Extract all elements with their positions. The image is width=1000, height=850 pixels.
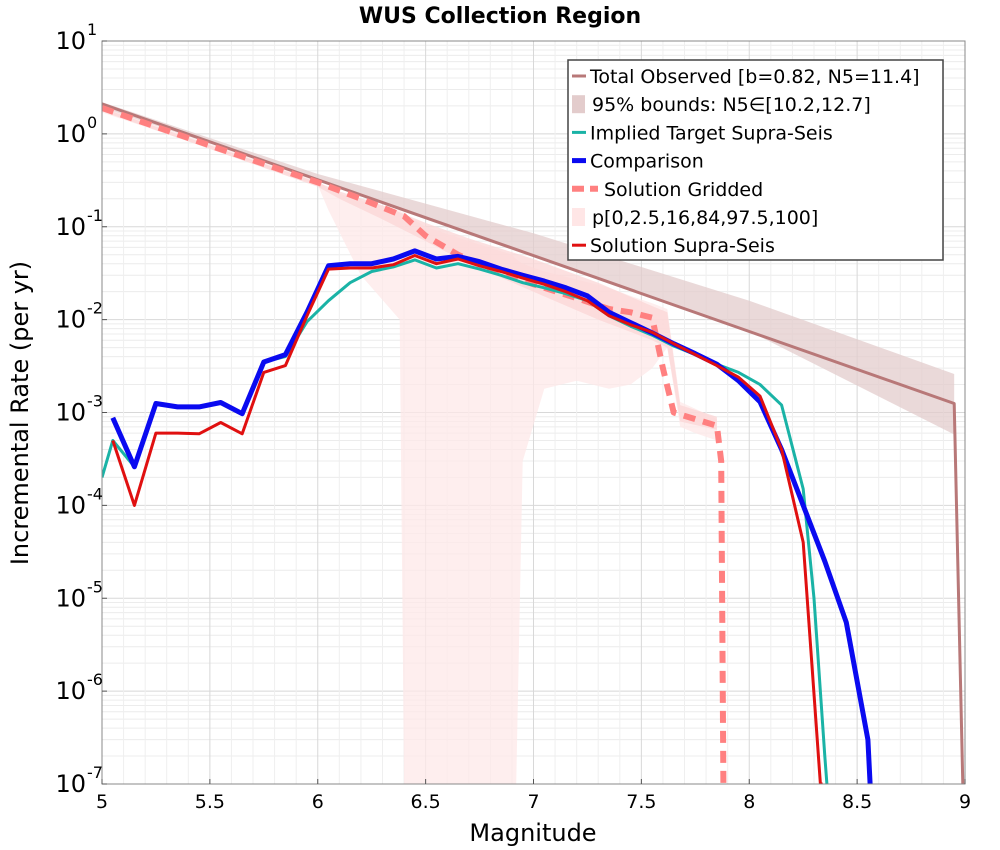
legend-entry: Solution Gridded xyxy=(572,179,763,201)
y-tick-label: 10 1 xyxy=(55,20,97,55)
legend-entry: Comparison xyxy=(572,151,704,173)
x-tick-label: 5.5 xyxy=(195,791,225,813)
y-tick-exponent: -5 xyxy=(87,577,103,596)
chart-title: WUS Collection Region xyxy=(359,4,641,29)
y-tick-base: 10 xyxy=(55,120,86,148)
legend-entry: Implied Target Supra-Seis xyxy=(572,122,833,144)
legend-box xyxy=(567,59,944,261)
y-tick-exponent: 1 xyxy=(87,20,97,39)
y-tick-exponent: -2 xyxy=(87,299,103,318)
x-tick-label: 7.5 xyxy=(626,791,656,813)
series-line xyxy=(110,248,873,784)
legend-label: 95% bounds: N5∈[10.2,12.7] xyxy=(592,94,871,116)
x-tick-label: 8.5 xyxy=(842,791,872,813)
y-tick-exponent: -3 xyxy=(87,392,103,411)
data-series xyxy=(102,102,965,784)
y-tick-base: 10 xyxy=(55,677,86,705)
y-tick-exponent: 0 xyxy=(87,113,97,132)
series-line xyxy=(102,102,965,784)
y-tick-label: 10 -2 xyxy=(55,299,103,334)
x-tick-label: 6.5 xyxy=(411,791,441,813)
legend-swatch xyxy=(572,95,585,114)
y-tick-label: 10 -4 xyxy=(55,484,103,519)
y-tick-label: 10 -1 xyxy=(55,206,103,241)
series-line xyxy=(111,254,823,784)
legend-entry: Total Observed [b=0.82, N5=11.4] xyxy=(572,66,920,88)
y-tick-exponent: -4 xyxy=(87,484,103,503)
y-tick-label: 10 -6 xyxy=(55,670,103,705)
y-tick-label: 10 0 xyxy=(55,113,97,148)
x-tick-label: 6 xyxy=(312,791,324,813)
x-tick-label: 7 xyxy=(527,791,539,813)
y-tick-base: 10 xyxy=(55,27,86,55)
x-axis-label: Magnitude xyxy=(469,819,596,847)
y-tick-base: 10 xyxy=(55,399,86,427)
band-area xyxy=(102,106,717,784)
legend-entry: Solution Supra-Seis xyxy=(572,235,775,257)
y-tick-label: 10 -5 xyxy=(55,577,103,612)
y-tick-label: 10 -3 xyxy=(55,392,103,427)
legend-label: Implied Target Supra-Seis xyxy=(590,122,833,144)
y-tick-base: 10 xyxy=(55,213,86,241)
y-tick-exponent: -7 xyxy=(87,763,103,782)
x-axis-ticks: 5 5.5 6 6.5 7 7.5 8 8.5 9 xyxy=(96,779,971,813)
x-tick-label: 5 xyxy=(96,791,108,813)
legend-swatch xyxy=(572,208,585,226)
y-tick-base: 10 xyxy=(55,491,86,519)
y-tick-base: 10 xyxy=(55,770,86,798)
legend-label: Total Observed [b=0.82, N5=11.4] xyxy=(589,66,920,88)
legend-label: Comparison xyxy=(590,151,704,173)
y-tick-label: 10 -7 xyxy=(55,763,103,798)
legend-label: Solution Supra-Seis xyxy=(590,235,775,257)
legend: Total Observed [b=0.82, N5=11.4] 95% boun… xyxy=(567,59,944,261)
y-tick-exponent: -1 xyxy=(87,206,103,225)
y-tick-exponent: -6 xyxy=(87,670,103,689)
legend-entry: 95% bounds: N5∈[10.2,12.7] xyxy=(572,94,871,116)
y-tick-base: 10 xyxy=(55,584,86,612)
legend-label: Solution Gridded xyxy=(604,179,763,201)
y-axis-label: Incremental Rate (per yr) xyxy=(6,261,34,565)
legend-entry: p[0,2.5,16,84,97.5,100] xyxy=(572,207,818,229)
y-tick-base: 10 xyxy=(55,306,86,334)
legend-label: p[0,2.5,16,84,97.5,100] xyxy=(592,207,818,229)
x-tick-label: 8 xyxy=(743,791,755,813)
x-tick-label: 9 xyxy=(959,791,971,813)
